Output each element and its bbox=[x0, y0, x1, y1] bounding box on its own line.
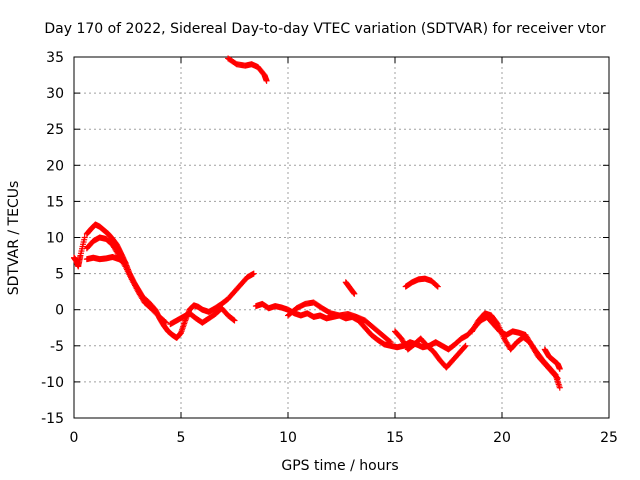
series-arc-6 bbox=[225, 55, 270, 84]
data-point bbox=[387, 339, 394, 346]
series-arc-3 bbox=[83, 234, 170, 326]
x-tick-label: 0 bbox=[70, 430, 79, 446]
data-point bbox=[250, 270, 257, 277]
y-tick-label: 20 bbox=[46, 158, 64, 174]
series-arc-8 bbox=[285, 299, 394, 346]
series-arc-7 bbox=[252, 300, 561, 382]
series-arc-12 bbox=[469, 310, 563, 391]
chart-title: Day 170 of 2022, Sidereal Day-to-day VTE… bbox=[44, 21, 606, 37]
y-tick-label: 10 bbox=[46, 231, 64, 247]
data-point bbox=[351, 290, 358, 297]
data-point bbox=[386, 338, 393, 345]
y-tick-label: 0 bbox=[55, 303, 64, 319]
y-tick-label: -15 bbox=[41, 411, 64, 427]
data-point bbox=[162, 318, 169, 325]
series-arc-5 bbox=[167, 305, 238, 328]
y-tick-label: 25 bbox=[46, 122, 64, 138]
series-arc-4 bbox=[83, 253, 129, 266]
y-tick-label: -10 bbox=[41, 375, 64, 391]
y-tick-label: 5 bbox=[55, 267, 64, 283]
y-axis-label: SDTVAR / TECUs bbox=[6, 181, 22, 296]
data-point bbox=[231, 317, 238, 324]
data-point bbox=[433, 282, 440, 289]
y-tick-label: 30 bbox=[46, 86, 64, 102]
data-point bbox=[122, 259, 129, 266]
x-tick-label: 25 bbox=[600, 430, 618, 446]
y-tick-label: 15 bbox=[46, 194, 64, 210]
series-arc-13 bbox=[541, 346, 563, 372]
data-point bbox=[230, 316, 237, 323]
grid bbox=[74, 57, 609, 418]
data-point bbox=[163, 319, 170, 326]
data-point bbox=[556, 365, 563, 372]
x-axis-label: GPS time / hours bbox=[281, 458, 398, 474]
series-arc-1 bbox=[71, 234, 88, 270]
series-arc-9 bbox=[342, 279, 358, 297]
x-tick-label: 20 bbox=[493, 430, 511, 446]
data-point bbox=[461, 343, 468, 350]
axis-ticks: 0 5 10 15 20 25 -15 -10 -5 0 5 10 15 20 25 30 35 bbox=[41, 50, 618, 446]
x-tick-label: 5 bbox=[177, 430, 186, 446]
x-tick-label: 15 bbox=[386, 430, 404, 446]
data-point bbox=[263, 77, 270, 84]
data-point bbox=[81, 234, 88, 241]
y-tick-label: -5 bbox=[50, 339, 64, 355]
data-points bbox=[71, 55, 563, 391]
data-point bbox=[556, 384, 563, 391]
y-tick-label: 35 bbox=[46, 50, 64, 66]
data-point bbox=[462, 342, 469, 349]
x-tick-label: 10 bbox=[279, 430, 297, 446]
data-point bbox=[434, 283, 441, 290]
series-arc-10 bbox=[402, 275, 441, 290]
series-arc-11 bbox=[392, 328, 469, 371]
